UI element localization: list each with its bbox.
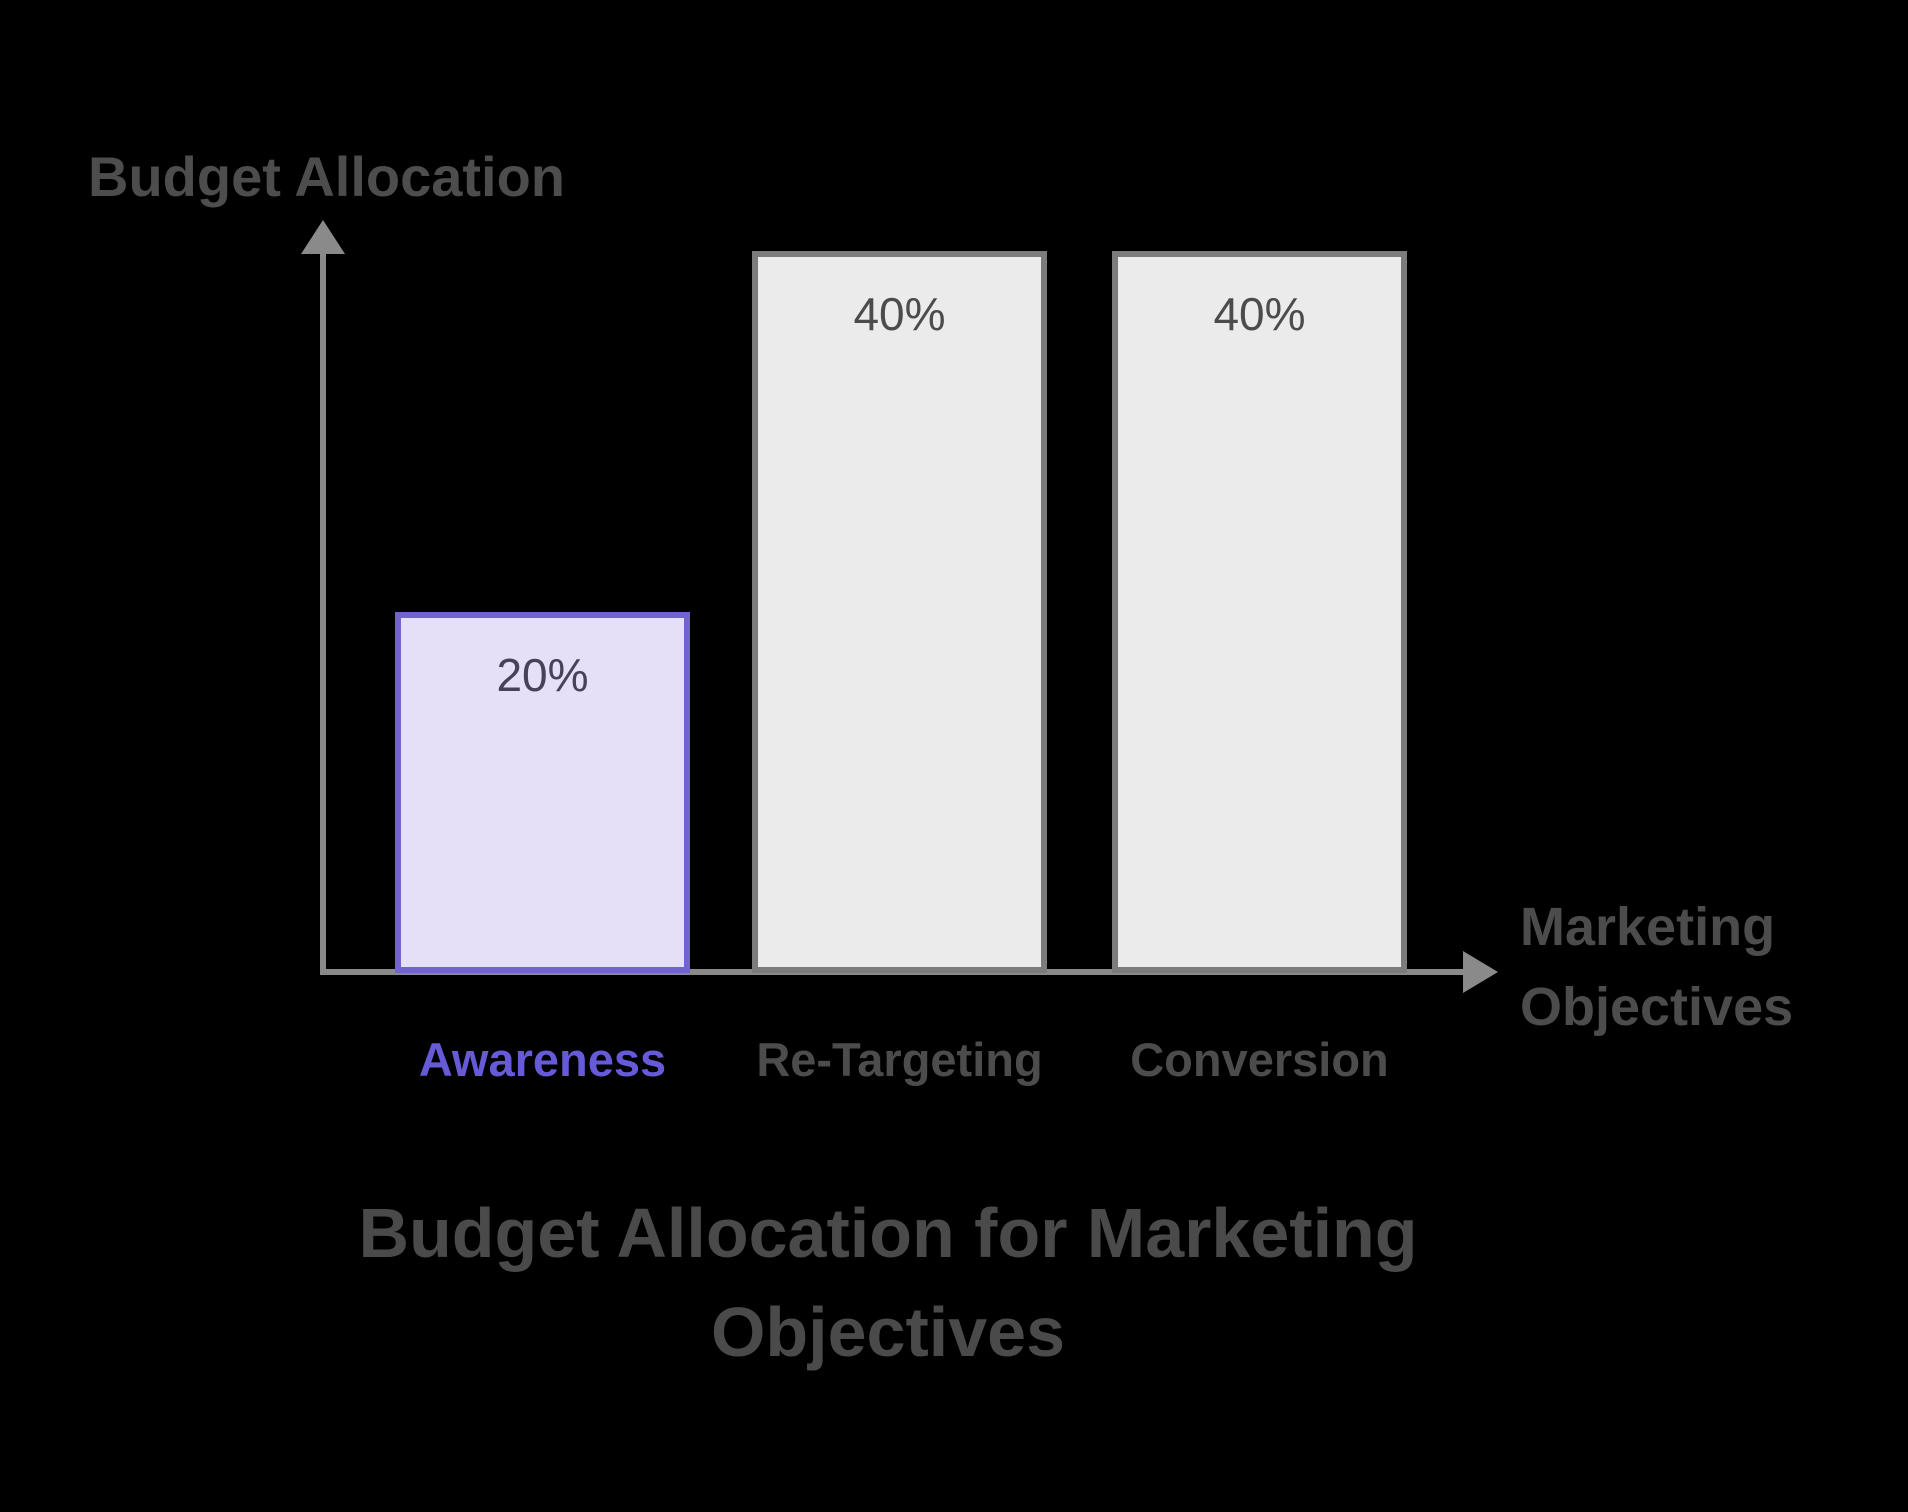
y-axis-label: Budget Allocation: [88, 145, 566, 208]
chart-title: Budget Allocation for Marketing Objectiv…: [358, 1194, 1418, 1372]
bar-value-label-retargeting: 40%: [853, 288, 946, 340]
y-axis-line: [320, 254, 326, 975]
bar-retargeting: 40%: [752, 251, 1047, 973]
category-label-retargeting: Re-Targeting: [756, 1033, 1043, 1086]
x-axis-label: Marketing Objectives: [1520, 897, 1794, 1037]
bar-value-label-conversion: 40%: [1213, 288, 1306, 340]
bar-value-label-awareness: 20%: [496, 649, 589, 701]
bar-conversion: 40%: [1112, 251, 1407, 973]
category-label-conversion: Conversion: [1130, 1033, 1389, 1086]
bar-awareness: 20%: [395, 612, 690, 973]
y-axis-arrow-up-icon: [301, 220, 345, 254]
x-axis-arrow-right-icon: [1463, 951, 1498, 993]
category-label-awareness: Awareness: [418, 1033, 667, 1086]
